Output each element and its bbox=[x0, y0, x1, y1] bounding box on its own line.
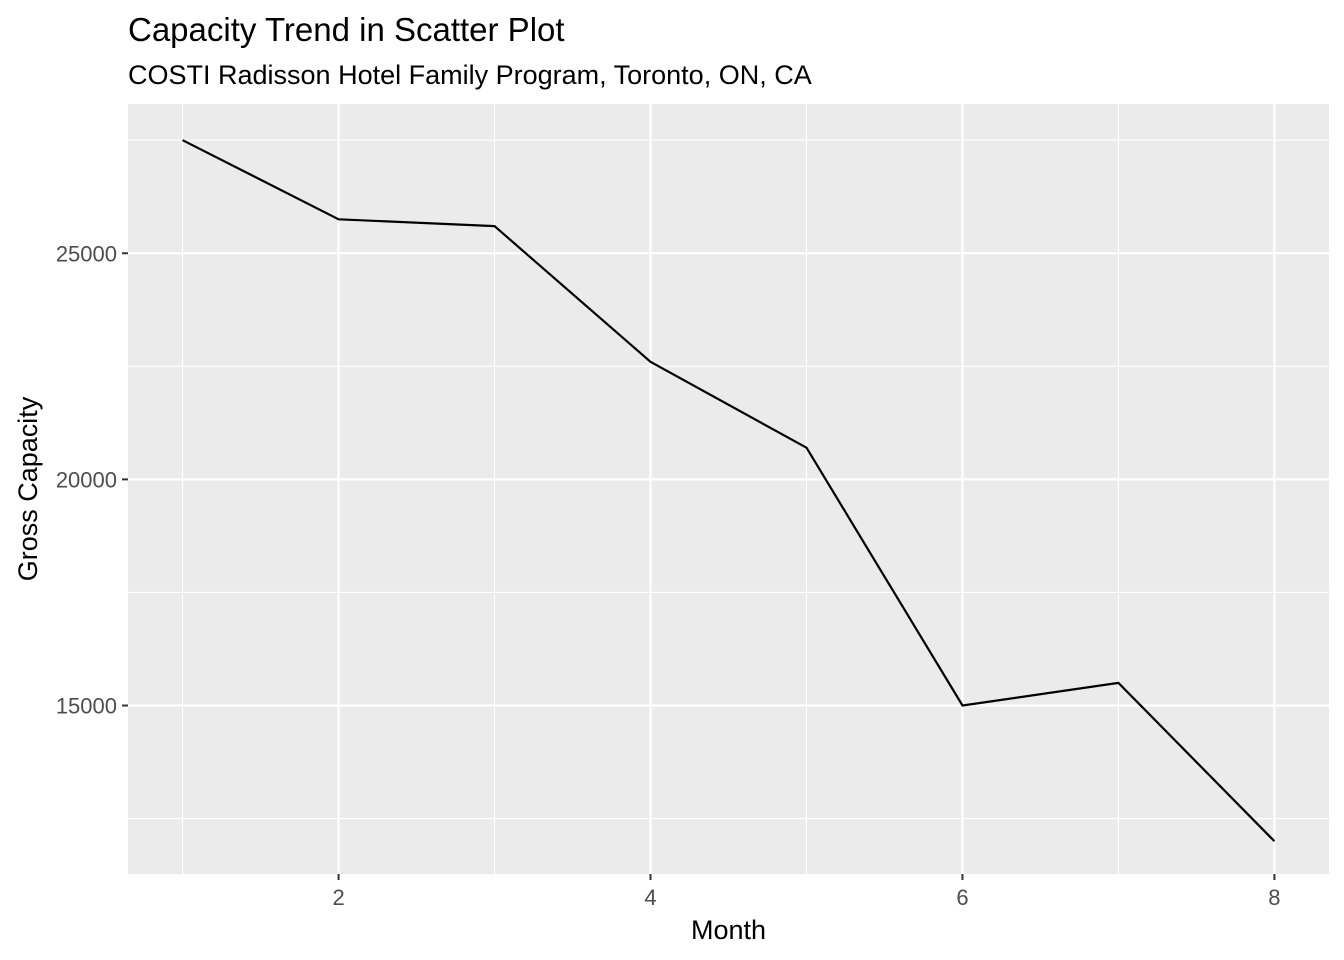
y-tick-label: 15000 bbox=[56, 694, 117, 719]
x-tick-label: 8 bbox=[1268, 885, 1280, 910]
x-axis: 2 4 6 8 bbox=[332, 874, 1281, 910]
x-tick-label: 2 bbox=[332, 885, 344, 910]
grid-major bbox=[128, 104, 1329, 874]
series-line bbox=[182, 139, 1276, 842]
y-axis-title: Gross Capacity bbox=[13, 396, 43, 581]
grid-minor bbox=[128, 104, 1329, 874]
y-tick-label: 25000 bbox=[56, 241, 117, 266]
y-tick-label: 20000 bbox=[56, 467, 117, 492]
chart-subtitle: COSTI Radisson Hotel Family Program, Tor… bbox=[128, 60, 812, 90]
x-axis-title: Month bbox=[691, 915, 766, 945]
y-axis: 15000 20000 25000 bbox=[56, 241, 128, 719]
series-layer bbox=[182, 139, 1276, 842]
plot-panel bbox=[128, 104, 1329, 874]
chart-title: Capacity Trend in Scatter Plot bbox=[128, 11, 565, 48]
x-tick-label: 6 bbox=[956, 885, 968, 910]
x-tick-label: 4 bbox=[644, 885, 656, 910]
